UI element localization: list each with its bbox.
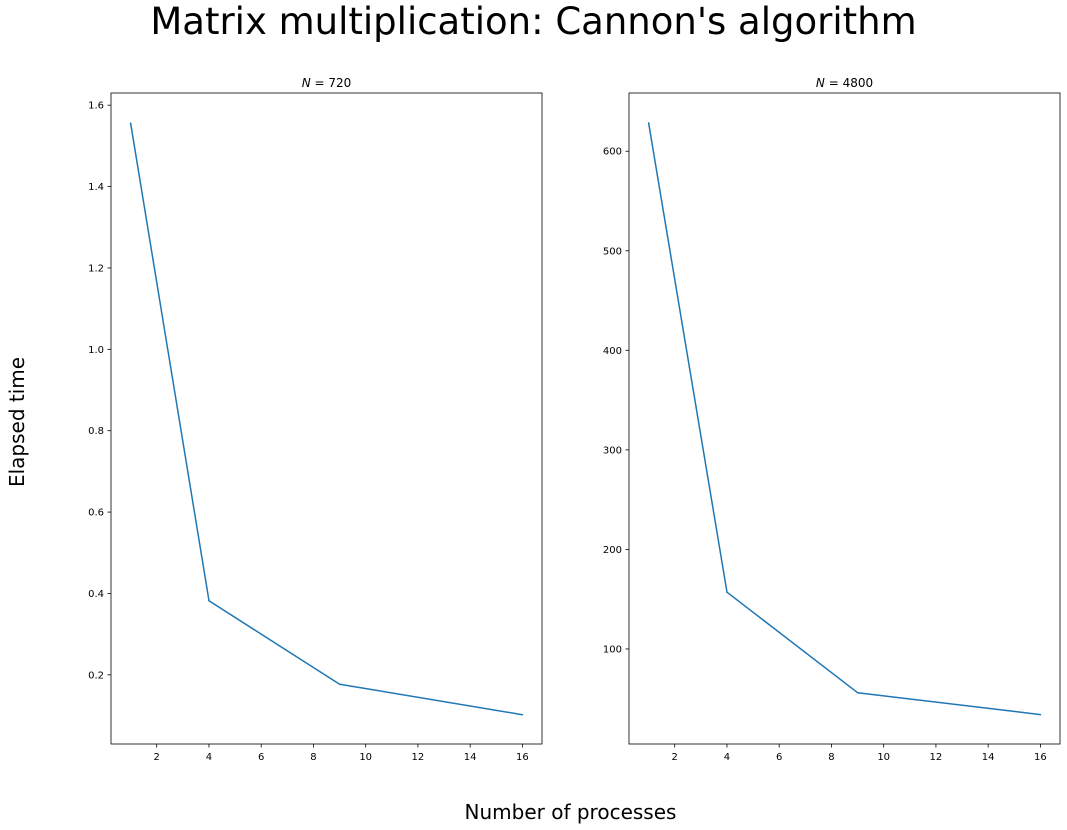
x-axis-label: Number of processes: [464, 800, 677, 824]
data-point: [129, 122, 132, 124]
y-tick-label: 0.4: [88, 589, 104, 600]
data-point: [647, 122, 650, 124]
x-tick-label: 6: [258, 752, 264, 763]
subplot-title-value: 4800: [843, 76, 874, 90]
subplot-title-equals: =: [825, 76, 843, 90]
y-tick-label: 0.6: [88, 508, 104, 519]
x-tick-label: 14: [982, 752, 995, 763]
x-tick-label: 2: [154, 752, 160, 763]
x-tick-label: 16: [516, 752, 529, 763]
x-tick-label: 4: [724, 752, 730, 763]
y-axis-label: Elapsed time: [5, 356, 29, 488]
x-tick-label: 6: [776, 752, 782, 763]
x-tick-label: 8: [310, 752, 316, 763]
y-tick-label: 1.2: [88, 263, 104, 274]
x-tick-label: 8: [828, 752, 834, 763]
series-line: [647, 122, 1041, 716]
x-tick-label: 16: [1034, 752, 1047, 763]
x-tick-label: 10: [877, 752, 890, 763]
subplot-title-variable: N: [302, 76, 311, 90]
figure-title: Matrix multiplication: Cannon's algorith…: [150, 0, 917, 43]
subplot-n4800: N = 4800 2 4 6 8 10 12 14 16 100 200 300 400 500 600: [603, 76, 1061, 763]
y-tick-label: 100: [603, 644, 622, 655]
subplot-title: N = 4800: [816, 76, 873, 90]
subplot-title-equals: =: [311, 76, 329, 90]
y-tick-label: 500: [603, 246, 622, 257]
x-tick-label: 2: [672, 752, 678, 763]
x-tick-label: 12: [930, 752, 943, 763]
subplot-n720: N = 720 2 4 6 8 10 12 14 16 0.2 0.4 0.6 0.8 1.0 1.2 1.4…: [88, 76, 543, 763]
series-line: [129, 122, 523, 716]
y-tick-label: 0.8: [88, 426, 104, 437]
y-tick-label: 1.6: [88, 101, 104, 112]
x-tick-label: 14: [464, 752, 477, 763]
axes-frame: [628, 92, 1061, 745]
axes-frame: [110, 92, 543, 745]
data-point: [1039, 713, 1042, 716]
y-tick-label: 0.2: [88, 670, 104, 681]
subplot-title: N = 720: [302, 76, 352, 90]
y-tick-label: 400: [603, 346, 622, 357]
data-point: [856, 691, 859, 694]
y-tick-label: 300: [603, 445, 622, 456]
x-tick-label: 12: [412, 752, 425, 763]
data-point: [726, 591, 728, 593]
x-tick-label: 4: [206, 752, 212, 763]
y-tick-label: 1.4: [88, 182, 104, 193]
y-tick-label: 1.0: [88, 345, 104, 356]
y-tick-label: 200: [603, 545, 622, 556]
subplot-title-value: 720: [328, 76, 351, 90]
y-tick-label: 600: [603, 147, 622, 158]
data-point: [338, 683, 341, 685]
x-tick-label: 10: [359, 752, 372, 763]
data-point: [208, 600, 210, 602]
data-point: [521, 713, 524, 716]
subplot-title-variable: N: [816, 76, 825, 90]
